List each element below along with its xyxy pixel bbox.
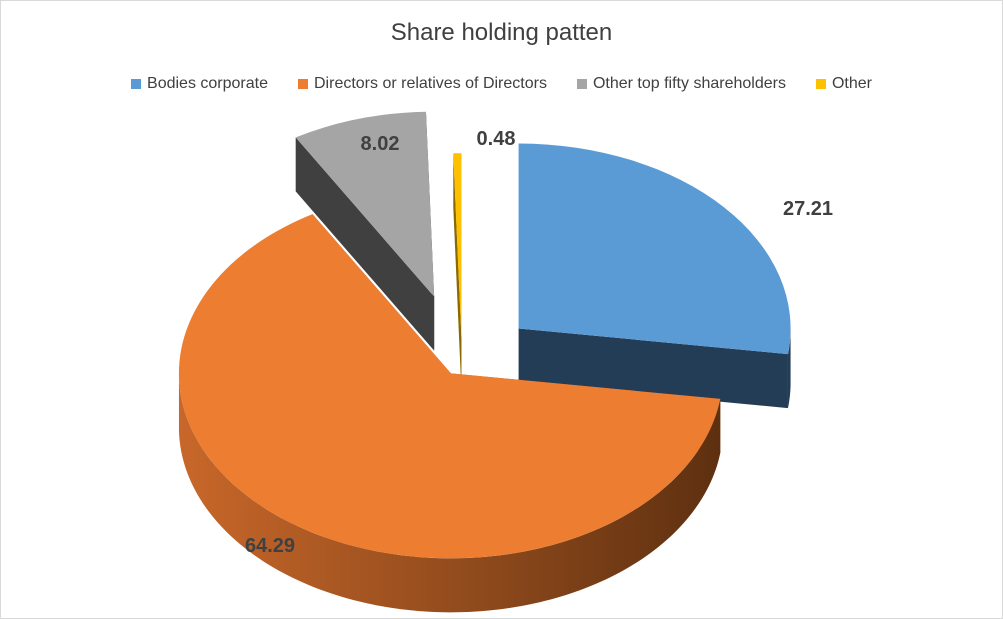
chart-title: Share holding patten xyxy=(390,19,613,46)
legend-label: Bodies corporate xyxy=(147,75,268,92)
legend-label: Other top fifty shareholders xyxy=(592,75,786,92)
legend-label: Directors or relatives of Directors xyxy=(314,75,547,92)
legend-swatch xyxy=(298,79,308,89)
slice-other xyxy=(453,153,462,393)
legend-swatch xyxy=(576,79,587,89)
slice-outer-wall xyxy=(178,376,721,613)
slice-cut-face xyxy=(295,137,435,351)
slice-bodies-corporate xyxy=(518,143,791,409)
legend-label: Other xyxy=(831,75,872,92)
data-label-bodies-corporate: 27.21 xyxy=(783,198,833,220)
data-label-directors: 64.29 xyxy=(245,535,295,557)
legend-swatch xyxy=(815,79,826,89)
legend-swatch xyxy=(131,79,142,89)
pie-data-labels: 27.21 64.29 8.02 0.48 xyxy=(245,128,833,557)
slice-other-top-fifty xyxy=(295,111,435,351)
slice-outer-wall xyxy=(787,329,791,409)
slice-top xyxy=(453,153,462,339)
legend-item-bodies-corporate: Bodies corporate xyxy=(131,75,268,93)
slice-top xyxy=(295,111,435,297)
data-label-other: 0.48 xyxy=(477,128,516,150)
slice-directors xyxy=(178,214,721,613)
slice-top xyxy=(178,214,721,559)
slice-cut-face xyxy=(453,153,462,393)
legend-item-other-top-fifty: Other top fifty shareholders xyxy=(576,75,786,93)
pie-slices xyxy=(178,111,791,613)
slice-top xyxy=(518,143,791,355)
legend-item-other: Other xyxy=(815,75,872,93)
legend: Bodies corporate Directors or relatives … xyxy=(1,75,1002,93)
data-label-other-top-fifty: 8.02 xyxy=(361,133,400,155)
legend-item-directors: Directors or relatives of Directors xyxy=(298,75,547,93)
